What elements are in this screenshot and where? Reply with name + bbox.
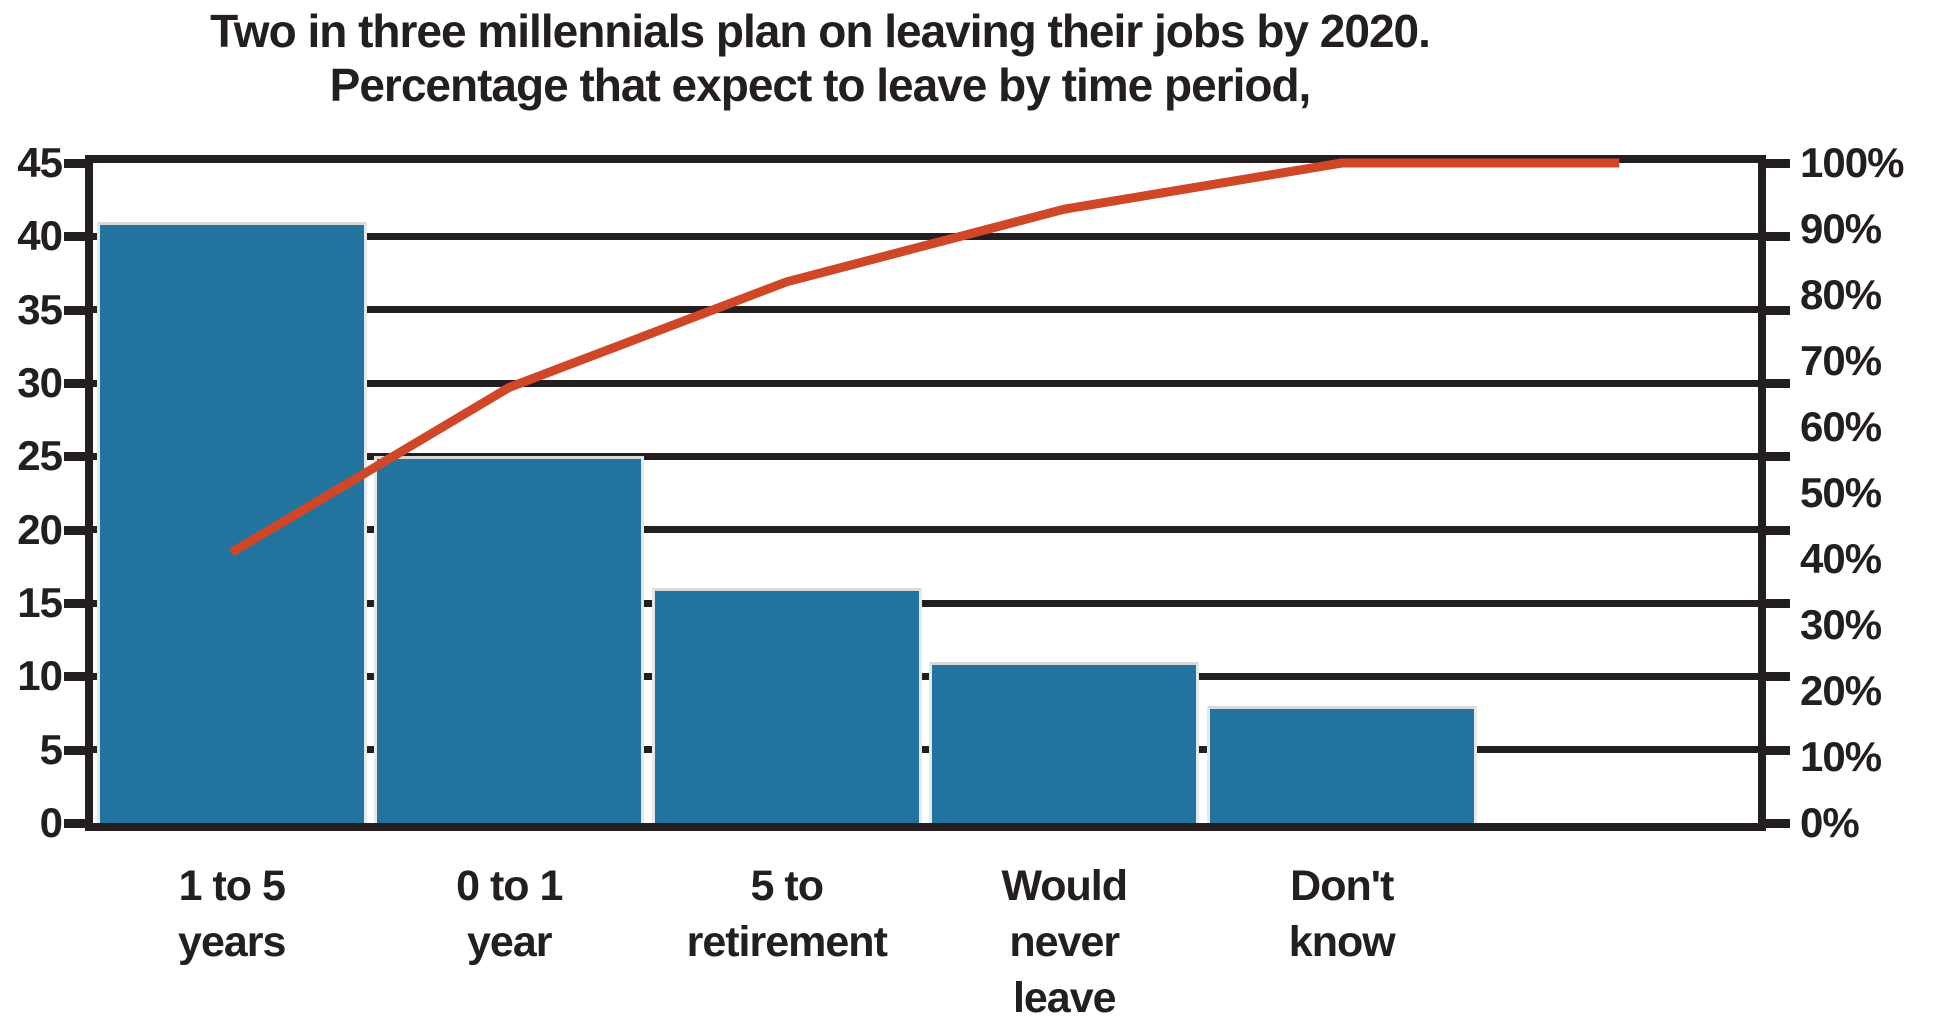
right-axis-tick	[1766, 819, 1790, 828]
right-axis-tick	[1766, 305, 1790, 315]
x-category-label-line: leave	[1012, 974, 1117, 1022]
left-axis-tick-label: 0	[39, 799, 63, 846]
bar-would-never-leave	[929, 661, 1200, 823]
x-category-label-line: 5 to	[750, 862, 824, 910]
chart-title-line-1: Two in three millennials plan on leaving…	[210, 5, 1431, 57]
gridline	[93, 452, 1758, 460]
left-axis-tick	[64, 745, 93, 755]
left-axis-tick	[64, 159, 93, 168]
bar-0-to-1-year	[374, 456, 645, 823]
x-category-label-line: Don't	[1290, 862, 1394, 910]
left-axis-tick-label: 40	[17, 212, 63, 260]
left-axis-tick-label: 5	[39, 725, 63, 773]
right-axis-tick	[1766, 599, 1790, 608]
left-axis-tick	[64, 232, 93, 242]
left-axis-tick-label: 10	[17, 652, 63, 700]
left-axis-tick-label: 35	[17, 285, 63, 333]
gridline	[93, 306, 1758, 314]
gridline	[93, 526, 1758, 534]
right-axis-tick-label: 10%	[1800, 733, 1882, 780]
right-axis-tick-label: 100%	[1800, 139, 1904, 186]
right-axis-tick	[1766, 379, 1790, 388]
x-category-label-line: 1 to 5	[178, 862, 286, 910]
right-axis-tick-label: 80%	[1800, 271, 1882, 318]
left-axis-tick-label: 25	[17, 432, 63, 480]
x-category-label-line: Would	[1001, 862, 1128, 910]
right-axis-tick	[1766, 452, 1790, 462]
left-axis-tick	[64, 379, 93, 388]
chart-title: Two in three millennials plan on leaving…	[0, 4, 1640, 112]
x-category-label: 1 to 5 years	[82, 858, 382, 970]
right-axis-tick-label: 90%	[1800, 205, 1882, 252]
right-axis-tick	[1766, 672, 1790, 682]
x-category-label-line: years	[178, 918, 286, 966]
x-category-label-line: never	[1009, 918, 1120, 966]
x-category-label: 0 to 1 year	[359, 858, 659, 970]
right-axis-tick-label: 30%	[1800, 601, 1882, 648]
right-axis-tick	[1766, 745, 1790, 755]
bar-don-t-know	[1206, 705, 1477, 823]
right-axis-tick-label: 0%	[1800, 799, 1860, 846]
right-axis-tick-label: 70%	[1800, 337, 1882, 384]
cumulative-percent-line	[229, 158, 1620, 557]
x-category-label-line: know	[1288, 918, 1396, 966]
left-axis-tick-label: 30	[17, 359, 63, 406]
plot-area-border	[85, 155, 1766, 831]
left-axis-tick-label: 45	[17, 139, 63, 186]
left-axis-tick	[64, 305, 93, 315]
x-category-label-line: year	[467, 918, 552, 966]
left-axis-tick	[64, 452, 93, 462]
x-category-label: Would never leave	[914, 858, 1214, 1025]
x-category-label: Don't know	[1192, 858, 1492, 970]
bar-5-to-retirement	[651, 588, 922, 823]
gridline	[93, 672, 1758, 680]
gridline	[93, 232, 1758, 240]
right-axis-tick-label: 50%	[1800, 469, 1882, 516]
right-axis-tick	[1766, 232, 1790, 242]
right-axis-tick	[1766, 525, 1790, 535]
right-axis-tick-label: 20%	[1800, 667, 1882, 714]
right-axis-tick-label: 60%	[1800, 403, 1882, 450]
cumulative-line-layer	[229, 158, 1620, 557]
x-category-label: 5 to retirement	[637, 858, 937, 970]
left-axis-tick-label: 15	[17, 579, 63, 626]
right-axis-tick	[1766, 159, 1790, 168]
x-category-label-line: 0 to 1	[456, 862, 563, 910]
left-axis-tick	[64, 819, 93, 828]
gridline	[93, 599, 1758, 607]
plot-area	[93, 158, 1758, 823]
left-axis-tick-label: 20	[17, 505, 63, 553]
gridline	[93, 746, 1758, 754]
x-category-label-line: retirement	[686, 918, 888, 966]
right-axis-tick-label: 40%	[1800, 535, 1882, 582]
left-axis-tick	[64, 525, 93, 535]
left-axis-tick	[64, 672, 93, 682]
left-axis-tick	[64, 599, 93, 608]
bar-1-to-5-years	[96, 221, 367, 823]
gridline	[93, 379, 1758, 387]
chart-title-line-2: Percentage that expect to leave by time …	[329, 59, 1312, 111]
